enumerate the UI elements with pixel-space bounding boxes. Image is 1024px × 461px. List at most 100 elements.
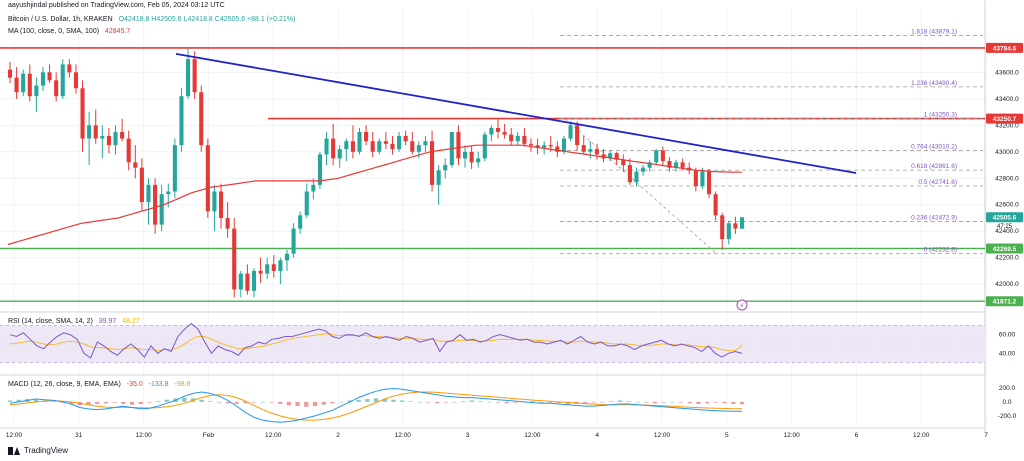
candle-body — [726, 223, 731, 240]
candle-body — [397, 135, 402, 150]
price-tick-label: 42400.0 — [995, 228, 1019, 235]
rsi-pane — [0, 322, 985, 363]
time-tick-label: 12:00 — [913, 432, 930, 439]
candle-body — [476, 158, 481, 163]
macd-histogram-bar — [103, 401, 109, 404]
price-axis[interactable]: 43600.0 43400.0 43200.0 43000.0 42800.0 42600… — [986, 42, 1023, 420]
macd-histogram-bar — [643, 401, 649, 403]
macd-histogram-bar — [565, 401, 570, 405]
fib-anchor-line — [564, 118, 717, 254]
published-text: aayushjindal published on TradingView.co… — [8, 2, 225, 9]
candle-body — [489, 127, 494, 135]
candle-body — [192, 59, 197, 93]
macd-histogram-bar — [234, 401, 239, 404]
time-tick-label: 12:00 — [783, 432, 800, 439]
levels-layer: 1.618 (43879.1) 1.236 (43490.4) 1 (43250.3… — [0, 28, 985, 302]
lightning-icon — [736, 299, 748, 311]
time-tick-label: 6 — [855, 432, 859, 439]
candle-body — [284, 253, 290, 261]
candle-body — [462, 151, 468, 159]
price-label-text: 42505.6 — [993, 215, 1017, 222]
rsi-band — [0, 325, 985, 363]
ma-legend[interactable]: MA (100, close, 0, SMA, 100) 42845.7 — [8, 28, 134, 35]
macd-histogram-bar — [338, 401, 344, 403]
candle-body — [614, 153, 619, 160]
macd-histogram-bar — [147, 401, 152, 403]
macd-histogram-bar — [696, 401, 701, 404]
price-tick-label: 43600.0 — [995, 69, 1019, 76]
macd-tick-label: -200.0 — [998, 413, 1017, 420]
candle-body — [660, 150, 665, 162]
time-tick-label: 3 — [466, 432, 470, 439]
macd-histogram-bar — [495, 401, 501, 403]
macd-histogram-bar — [129, 401, 135, 405]
macd-histogram-bar — [391, 399, 396, 402]
candle-body — [159, 194, 164, 225]
candle-body — [14, 77, 19, 93]
candle-body — [73, 72, 78, 89]
macd-histogram-bar — [225, 401, 231, 404]
candle-body — [232, 228, 237, 290]
candle-body — [225, 217, 230, 229]
fib-level-label: 0.618 (42861.6) — [911, 163, 957, 170]
candle-body — [410, 141, 415, 152]
macd-histogram-bar — [112, 401, 117, 403]
candle-body — [581, 145, 586, 152]
candle-body — [344, 141, 349, 150]
candle-body — [456, 131, 461, 159]
candle-body — [186, 59, 191, 97]
candle-body — [278, 260, 283, 271]
time-axis[interactable]: 12:00 31 12:00 Feb 12:00 2 12:00 3 12:00 4 12:00 5 1… — [6, 432, 988, 439]
candle-body — [561, 138, 566, 152]
macd-tick-label: 0.0 — [1002, 399, 1011, 406]
price-tick-label: 42600.0 — [995, 202, 1019, 209]
candle-body — [218, 191, 224, 218]
macd-histogram-bar — [7, 400, 13, 402]
price-label-box — [986, 113, 1023, 124]
candle-body — [555, 146, 560, 152]
price-label-text: 41871.2 — [993, 299, 1017, 306]
macd-histogram-bar — [670, 401, 675, 403]
macd-histogram-bar — [556, 401, 562, 404]
time-tick-label: 12:00 — [6, 432, 23, 439]
candle-body — [482, 134, 487, 159]
macd-legend[interactable]: MACD (12, 26, close, 9, EMA, EMA) -35.0 … — [8, 381, 194, 388]
candle-body — [47, 72, 52, 81]
candle-body — [357, 131, 362, 152]
macd-histogram-bar — [408, 401, 414, 402]
macd-histogram-bar — [330, 401, 335, 404]
candle-body — [304, 191, 309, 216]
macd-label: MACD (12, 26, close, 9, EMA, EMA) — [8, 381, 121, 388]
candle-body — [258, 270, 263, 274]
rsi-line — [9, 322, 743, 359]
macd-histogram-bar — [460, 401, 466, 402]
macd-histogram-bar — [251, 401, 257, 403]
candle-body — [733, 223, 738, 229]
price-tick-label: 42800.0 — [995, 175, 1019, 182]
candle-body — [80, 88, 85, 139]
candle-body — [106, 135, 111, 146]
price-label-text: 43250.7 — [993, 116, 1017, 123]
candle-body — [34, 85, 39, 97]
candle-body — [674, 162, 679, 168]
macd-histogram-bar — [739, 401, 745, 405]
macd-histogram-bar — [704, 401, 710, 404]
tradingview-footer[interactable]: TradingView — [8, 446, 68, 455]
time-tick-label: 12:00 — [524, 432, 541, 439]
price-tick-label: 43400.0 — [995, 96, 1019, 103]
macd-histogram-bar — [609, 401, 614, 402]
rsi-legend[interactable]: RSI (14, close, SMA, 14, 2) 39.97 48.27 — [8, 318, 144, 325]
macd-histogram-bar — [478, 401, 483, 402]
macd-histogram-bar — [678, 401, 684, 403]
candle-body — [509, 134, 514, 142]
macd-histogram-bar — [94, 401, 100, 404]
macd-histogram-bar — [16, 399, 21, 402]
candle-body — [93, 125, 98, 139]
candle-body — [667, 161, 672, 168]
macd-histogram-bar — [539, 401, 544, 403]
candle-body — [542, 145, 547, 148]
candle-body — [575, 125, 580, 146]
fib-level-label: 0.236 (42472.9) — [911, 215, 957, 222]
candle-body — [588, 149, 593, 152]
